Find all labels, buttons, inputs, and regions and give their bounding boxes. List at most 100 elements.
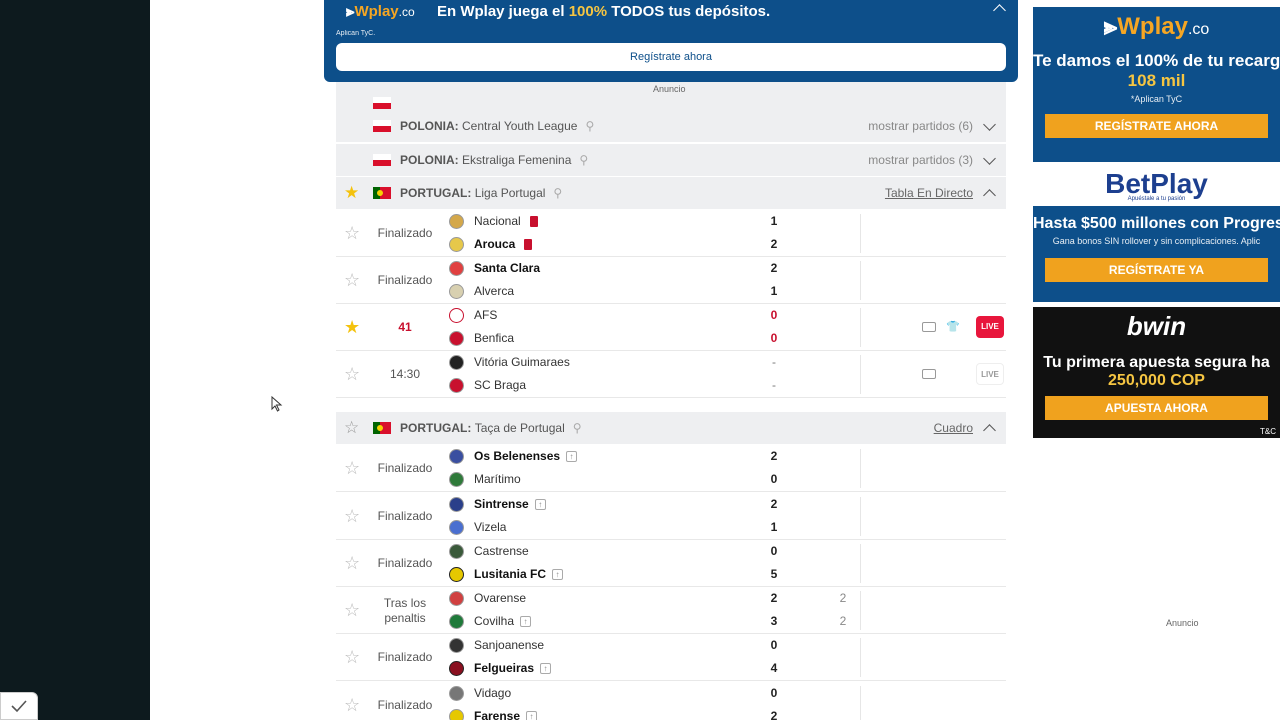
away-score: 1 <box>770 520 778 534</box>
divider <box>860 686 861 720</box>
star-icon[interactable]: ★ <box>344 183 360 202</box>
away-score: - <box>772 378 776 392</box>
team-crest-icon <box>449 236 464 252</box>
star-icon[interactable]: ☆ <box>344 695 361 715</box>
show-matches-link[interactable]: mostrar partidos (6) <box>868 119 973 133</box>
team-crest-icon <box>449 519 464 535</box>
league-header-ekstraliga[interactable]: POLONIA: Ekstraliga Femenina ⚲ mostrar p… <box>336 144 1006 176</box>
star-icon[interactable]: ☆ <box>344 270 361 290</box>
collapse-ad-icon[interactable] <box>993 4 1006 17</box>
team-crest-icon <box>449 213 464 229</box>
pin-icon[interactable]: ⚲ <box>572 421 582 435</box>
match-row[interactable]: ☆ Finalizado Castrense Lusitania FC ↑ 0 5 <box>336 540 1006 587</box>
portugal-flag-icon <box>373 187 391 199</box>
lineup-shirt-icon[interactable]: 👕 <box>946 321 960 333</box>
team-crest-icon <box>449 354 464 370</box>
results-list: POLONIA: Central Youth League ⚲ mostrar … <box>336 0 1006 720</box>
league-country: POLONIA <box>400 119 455 133</box>
portugal-flag-icon <box>373 422 391 434</box>
match-row-live[interactable]: ★ 41 AFS Benfica 0 0 👕 LIVE <box>336 304 1006 351</box>
chevron-up-icon[interactable] <box>983 188 996 202</box>
star-icon[interactable]: ★ <box>344 317 361 337</box>
star-icon[interactable]: ☆ <box>344 418 360 437</box>
away-penalties: 2 <box>839 614 847 628</box>
show-matches-link[interactable]: mostrar partidos (3) <box>868 153 973 167</box>
ad-headline: En Wplay juega el 100% TODOS tus depósit… <box>437 3 771 20</box>
team-crest-icon <box>449 283 464 299</box>
live-table-link[interactable]: Tabla En Directo <box>884 186 973 200</box>
register-button[interactable]: REGÍSTRATE YA <box>1045 258 1268 282</box>
match-row[interactable]: ☆ Tras los penaltis Ovarense Covilha ↑ 2 … <box>336 587 1006 634</box>
red-card-icon <box>524 238 533 250</box>
star-icon[interactable]: ☆ <box>344 364 361 384</box>
team-crest-icon <box>449 377 464 393</box>
team-crest-icon <box>449 660 464 676</box>
star-icon[interactable]: ☆ <box>344 458 361 478</box>
league-header-taca-portugal[interactable]: ☆ PORTUGAL: Taça de Portugal ⚲ Cuadro <box>336 412 1006 444</box>
away-score: 1 <box>770 284 778 298</box>
league-header-central-youth[interactable]: POLONIA: Central Youth League ⚲ mostrar … <box>336 110 1006 142</box>
bracket-link[interactable]: Cuadro <box>933 421 973 435</box>
divider <box>860 591 861 630</box>
chevron-up-icon[interactable] <box>983 423 996 437</box>
top-banner-ad[interactable]: ⫸Wplay.co En Wplay juega el 100% TODOS t… <box>324 0 1018 82</box>
pin-icon[interactable]: ⚲ <box>579 153 589 167</box>
advance-icon: ↑ <box>552 568 564 580</box>
league-name: Ekstraliga Femenina <box>462 153 572 167</box>
register-now-button[interactable]: Regístrate ahora <box>336 43 1006 71</box>
match-row[interactable]: ☆ Finalizado Nacional Arouca 1 2 <box>336 210 1006 257</box>
away-score: 0 <box>770 472 778 486</box>
star-icon[interactable]: ☆ <box>344 647 361 667</box>
home-score: 2 <box>770 497 778 511</box>
star-icon[interactable]: ☆ <box>344 553 361 573</box>
chevron-down-icon[interactable] <box>983 151 996 165</box>
live-button[interactable]: LIVE <box>976 363 1004 385</box>
wplay-logo: ⫸Wplay.co <box>346 3 415 20</box>
side-ad-bwin[interactable]: bwin Tu primera apuesta segura ha 250,00… <box>1033 307 1280 438</box>
match-row[interactable]: ☆ Finalizado Sanjoanense Felgueiras ↑ 0 4 <box>336 634 1006 681</box>
home-score: 2 <box>770 591 778 605</box>
pin-icon[interactable]: ⚲ <box>585 119 595 133</box>
away-score: 2 <box>770 709 778 720</box>
team-crest-icon <box>449 543 464 559</box>
side-ad-wplay[interactable]: ⫸Wplay.co Te damos el 100% de tu recarga… <box>1033 7 1280 162</box>
divider <box>860 261 861 300</box>
tv-icon[interactable] <box>922 322 936 332</box>
pin-icon[interactable]: ⚲ <box>553 186 563 200</box>
match-row[interactable]: ☆ Finalizado Os Belenenses ↑ Marítimo 2 0 <box>336 445 1006 492</box>
league-header-hidden[interactable] <box>336 80 1006 112</box>
poland-flag-icon <box>373 154 391 166</box>
match-row[interactable]: ☆ Finalizado Sintrense ↑ Vizela 2 1 <box>336 493 1006 540</box>
home-team: Os Belenenses <box>474 449 561 463</box>
divider <box>860 544 861 583</box>
match-status: Finalizado <box>377 461 433 475</box>
live-button[interactable]: LIVE <box>976 316 1004 338</box>
star-icon[interactable]: ☆ <box>344 600 361 620</box>
cookie-settings-button[interactable] <box>0 692 38 720</box>
match-row[interactable]: ☆ 14:30 Vitória Guimaraes SC Braga - - L… <box>336 351 1006 398</box>
home-team: Sintrense <box>474 497 529 511</box>
away-team: Marítimo <box>474 472 521 486</box>
bwin-logo: bwin <box>1126 311 1187 341</box>
league-header-liga-portugal[interactable]: ★ PORTUGAL: Liga Portugal ⚲ Tabla En Dir… <box>336 177 1006 209</box>
away-score: 2 <box>770 237 778 251</box>
divider <box>860 214 861 253</box>
league-name: Liga Portugal <box>474 186 546 200</box>
match-row[interactable]: ☆ Finalizado Santa Clara Alverca 2 1 <box>336 257 1006 304</box>
advance-icon: ↑ <box>534 498 546 510</box>
home-team: Nacional <box>474 214 521 228</box>
team-crest-icon <box>449 260 464 276</box>
team-crest-icon <box>449 330 464 346</box>
league-country: PORTUGAL <box>400 186 468 200</box>
away-team: Felgueiras <box>474 661 535 675</box>
match-row[interactable]: ☆ Finalizado Vidago Farense ↑ 0 2 <box>336 682 1006 720</box>
home-score: 0 <box>770 686 778 700</box>
side-ad-betplay[interactable]: BetPlay Apuéstale a tu pasión Hasta $500… <box>1033 166 1280 302</box>
bet-now-button[interactable]: APUESTA AHORA <box>1045 396 1268 420</box>
star-icon[interactable]: ☆ <box>344 506 361 526</box>
star-icon[interactable]: ☆ <box>344 223 361 243</box>
chevron-down-icon[interactable] <box>983 117 996 131</box>
tv-icon[interactable] <box>922 369 936 379</box>
register-now-button[interactable]: REGÍSTRATE AHORA <box>1045 114 1268 138</box>
league-name: Central Youth League <box>462 119 578 133</box>
